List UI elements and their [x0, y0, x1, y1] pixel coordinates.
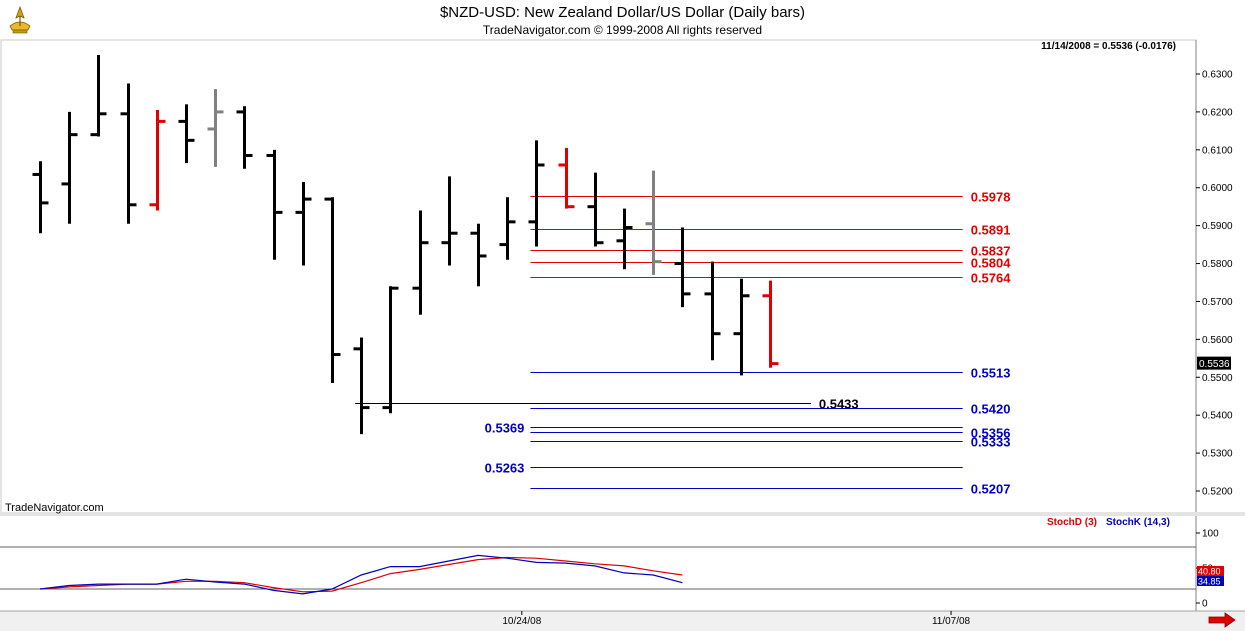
price-level-label: 0.5804 — [971, 256, 1012, 271]
price-tick-label: 0.6200 — [1202, 107, 1233, 118]
current-price-label: 0.5536 — [1199, 359, 1230, 370]
ohlc-bar — [382, 286, 399, 414]
stoch-tick-label: 0 — [1202, 599, 1208, 610]
stoch-series-line — [39, 554, 683, 595]
ohlc-bar — [353, 337, 370, 435]
price-tick-label: 0.5200 — [1202, 487, 1233, 498]
ohlc-bar — [295, 182, 312, 266]
ohlc-bar — [441, 176, 458, 266]
ohlc-bar — [236, 106, 253, 169]
price-tick-label: 0.5400 — [1202, 411, 1233, 422]
price-level-label: 0.5420 — [971, 402, 1011, 417]
ohlc-bar — [470, 223, 487, 287]
tradenavigator-logo-icon — [9, 5, 31, 34]
price-level-label: 0.5369 — [485, 421, 525, 436]
legend-stochk: StochK (14,3) — [1106, 517, 1170, 528]
current-price-marker: 0.5536 — [1197, 356, 1231, 370]
ohlc-bar — [674, 227, 691, 308]
price-level-label: 0.5513 — [971, 366, 1011, 381]
stoch-tick-label: 100 — [1202, 529, 1219, 540]
ohlc-bar — [558, 147, 575, 209]
ohlc-bar — [645, 170, 662, 275]
ohlc-bar — [120, 83, 137, 224]
price-level-label: 0.5356 — [971, 426, 1011, 441]
ohlc-bar — [499, 197, 516, 260]
ohlc-bar — [149, 110, 166, 211]
chart-header: $NZD-USD: New Zealand Dollar/US Dollar (… — [0, 0, 1245, 40]
ohlc-bar — [704, 261, 721, 361]
last-quote-readout: 11/14/2008 = 0.5536 (-0.0176) — [1041, 41, 1176, 52]
panel-separator — [0, 512, 1245, 516]
date-tick-label: 10/24/08 — [502, 616, 541, 627]
ohlc-bar — [528, 140, 545, 247]
price-tick-label: 0.5600 — [1202, 335, 1233, 346]
price-tick-label: 0.6300 — [1202, 70, 1233, 81]
price-tick-label: 0.6000 — [1202, 183, 1233, 194]
price-tick-label: 0.6100 — [1202, 145, 1233, 156]
legend-stochd: StochD (3) — [1047, 517, 1097, 528]
price-level-label: 0.5837 — [971, 244, 1011, 259]
price-level-label: 0.5207 — [971, 482, 1011, 497]
price-tick-label: 0.5900 — [1202, 221, 1233, 232]
watermark-label: TradeNavigator.com — [5, 502, 104, 514]
ohlc-bar — [90, 55, 107, 137]
price-level-label: 0.5333 — [971, 435, 1011, 450]
price-level-label: 0.5978 — [971, 190, 1011, 205]
price-tick-label: 0.5700 — [1202, 297, 1233, 308]
ohlc-bar — [61, 111, 78, 224]
price-tick-label: 0.5300 — [1202, 449, 1233, 460]
stochd-readout: 40.80 — [1198, 567, 1221, 577]
price-axis-ticks: 0.6300 0.6200 0.6100 0.6000 0.5900 0.5800 0.57… — [1196, 70, 1233, 498]
date-axis-band — [0, 611, 1245, 631]
stochd-readout-box — [1197, 566, 1224, 576]
ohlc-bar — [324, 197, 341, 383]
ohlc-bar — [762, 280, 779, 368]
copyright-notice: TradeNavigator.com © 1999-2008 All right… — [482, 23, 763, 37]
date-tick-label: 11/07/08 — [932, 616, 971, 627]
ohlc-bars — [32, 55, 779, 435]
ohlc-bar — [616, 208, 633, 270]
ohlc-bar — [207, 89, 224, 167]
price-tick-label: 0.5500 — [1202, 373, 1233, 384]
chart-title: $NZD-USD: New Zealand Dollar/US Dollar (… — [439, 4, 806, 21]
stochk-readout: 34.85 — [1198, 577, 1221, 587]
ohlc-bar — [412, 210, 429, 315]
scroll-right-arrow-icon[interactable] — [1207, 612, 1237, 628]
price-level-label: 0.5263 — [485, 461, 525, 476]
ohlc-bar — [32, 161, 49, 234]
price-tick-label: 0.5800 — [1202, 259, 1233, 270]
current-price-box — [1197, 356, 1231, 370]
ohlc-bar — [178, 104, 195, 164]
price-level-label: 0.5891 — [971, 223, 1011, 238]
ohlc-bar — [587, 172, 604, 247]
stochk-readout-box — [1197, 576, 1224, 586]
price-level-label: 0.5433 — [819, 397, 859, 412]
price-level-label: 0.5764 — [971, 271, 1012, 286]
ohlc-bar — [266, 149, 283, 260]
ohlc-bar — [733, 278, 750, 376]
